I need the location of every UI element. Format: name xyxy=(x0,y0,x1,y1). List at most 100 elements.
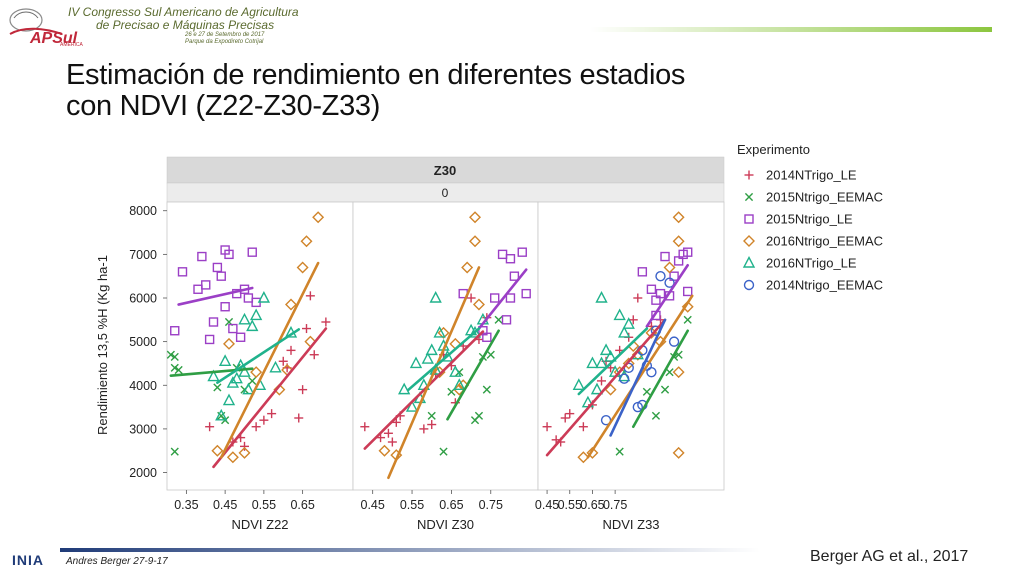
series-2015Ntrigo_LE xyxy=(458,247,531,342)
data-point xyxy=(474,411,484,420)
inia-logo: INIA xyxy=(12,552,44,568)
legend-title: Experimento xyxy=(737,142,810,157)
data-point xyxy=(267,409,277,419)
legend-item: 2016NTrigo_LE xyxy=(742,256,857,271)
series-2015Ntrigo_LE xyxy=(637,247,693,321)
data-point xyxy=(441,349,454,362)
x-axis-label: NDVI Z30 xyxy=(417,517,474,532)
y-tick-label: 8000 xyxy=(129,204,157,218)
conference-title: IV Congresso Sul Americano de Agricultur… xyxy=(68,6,299,32)
legend-marker xyxy=(743,279,755,291)
data-point xyxy=(646,284,657,294)
header-band-label xyxy=(166,156,725,184)
data-point xyxy=(437,326,450,339)
data-point xyxy=(469,235,482,248)
data-point xyxy=(672,366,685,379)
data-point xyxy=(201,280,211,290)
data-point xyxy=(391,417,401,427)
data-point xyxy=(249,308,263,321)
data-point xyxy=(542,422,552,432)
data-point xyxy=(226,451,239,464)
data-point xyxy=(672,446,685,459)
data-point xyxy=(655,288,666,299)
data-point xyxy=(296,261,309,274)
footer-bar xyxy=(60,548,760,552)
data-point xyxy=(615,447,624,456)
conference-title-line1: IV Congresso Sul Americano de Agricultur… xyxy=(68,5,299,19)
data-point xyxy=(170,363,179,372)
header-value: 0 xyxy=(442,186,449,200)
x-tick-label: 0.75 xyxy=(479,498,503,512)
data-point xyxy=(613,308,626,321)
data-point xyxy=(387,437,397,447)
data-point xyxy=(572,378,585,390)
data-point xyxy=(238,312,251,325)
x-tick-label: 0.65 xyxy=(439,498,463,512)
conference-brand-sub: AMERICA xyxy=(60,42,83,48)
data-point xyxy=(269,360,282,373)
data-point xyxy=(208,317,219,327)
x-tick-label: 0.55 xyxy=(558,498,582,512)
data-point xyxy=(429,290,442,303)
data-point xyxy=(681,300,694,313)
data-point xyxy=(505,254,516,264)
data-point xyxy=(242,382,255,395)
data-point xyxy=(660,385,670,394)
data-point xyxy=(663,261,676,274)
legend-item: 2015Ntrigo_EEMAC xyxy=(744,190,883,205)
data-point xyxy=(651,411,661,420)
data-point xyxy=(238,365,251,377)
data-point xyxy=(490,293,500,303)
data-point xyxy=(294,413,304,423)
slide-title: Estimación de rendimiento en diferentes … xyxy=(66,60,685,122)
data-point xyxy=(565,409,575,419)
y-tick-label: 2000 xyxy=(129,466,157,480)
data-point xyxy=(228,323,238,334)
data-point xyxy=(409,356,423,369)
data-point xyxy=(672,235,685,248)
data-point xyxy=(220,302,230,312)
series-2016NTrigo_LE xyxy=(572,290,644,408)
data-point xyxy=(218,354,232,366)
data-point xyxy=(238,446,251,459)
data-point xyxy=(207,369,220,382)
data-point xyxy=(646,366,657,378)
data-point xyxy=(240,441,249,451)
data-point xyxy=(298,385,308,395)
data-point xyxy=(486,350,495,359)
data-point xyxy=(302,324,311,334)
data-point xyxy=(618,373,630,384)
x-tick-label: 0.75 xyxy=(603,498,627,512)
data-point xyxy=(177,267,188,277)
footer-author: Andres Berger 27-9-17 xyxy=(66,556,168,567)
data-point xyxy=(461,261,474,274)
data-point xyxy=(597,376,607,386)
data-point xyxy=(590,382,604,395)
data-point xyxy=(213,383,222,392)
data-point xyxy=(285,298,297,311)
data-point xyxy=(655,270,666,282)
data-point xyxy=(427,411,436,420)
fit-line-2014Ntrigo_EEMAC xyxy=(609,318,667,437)
legend-label: 2014NTrigo_LE xyxy=(766,168,857,183)
data-point xyxy=(278,356,288,366)
data-point xyxy=(286,345,296,355)
fit-line-2015Ntrigo_EEMAC xyxy=(446,329,500,421)
y-axis: 2000 3000 4000 5000 6000 7000 8000 xyxy=(129,204,167,480)
data-point xyxy=(453,378,466,390)
data-point xyxy=(604,349,617,362)
data-point xyxy=(421,352,434,364)
data-point xyxy=(216,271,226,281)
data-point xyxy=(505,293,516,303)
panel-frame xyxy=(166,201,354,491)
conference-date-line1: 26 e 27 de Setembro de 2017 xyxy=(185,32,265,38)
data-point xyxy=(360,422,370,432)
conference-date: 26 e 27 de Setembro de 2017 Parque da Ex… xyxy=(185,32,264,46)
legend-marker xyxy=(744,170,754,180)
fit-line-2014NTrigo_LE xyxy=(363,330,485,450)
header-accent-bar xyxy=(590,27,992,32)
conference-date-line2: Parque da Expodireto Cotrijal xyxy=(185,39,264,45)
y-tick-label: 6000 xyxy=(129,292,157,306)
data-point xyxy=(305,291,315,301)
